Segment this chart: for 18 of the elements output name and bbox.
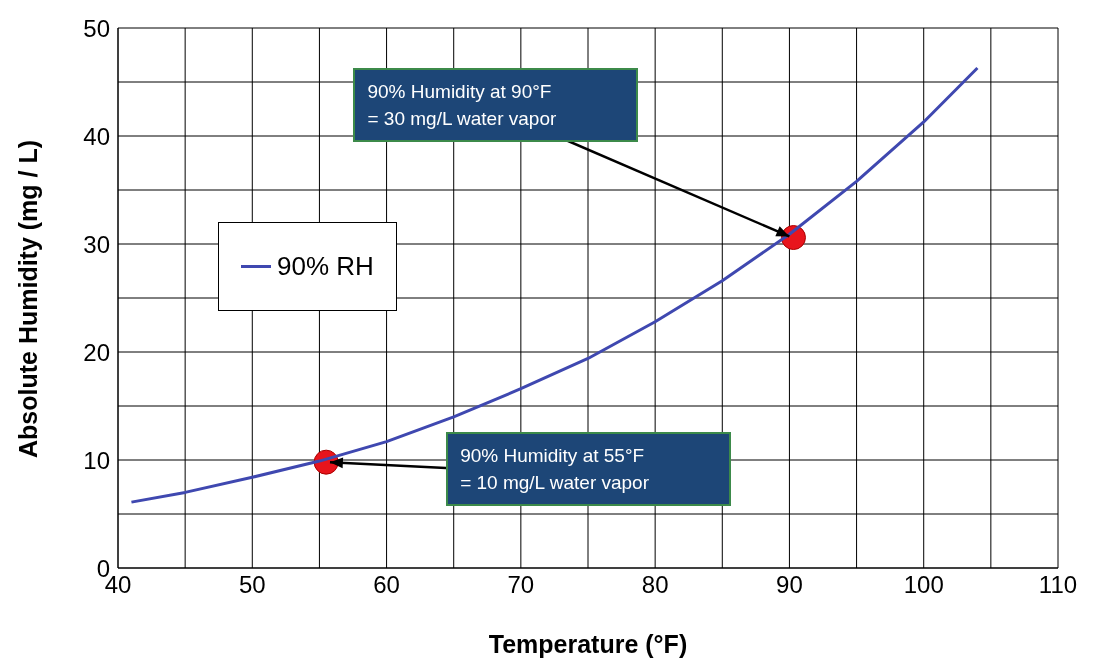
line-series [129, 66, 979, 504]
y-axis-title: Absolute Humidity (mg / L) [13, 139, 42, 458]
y-tick-label: 20 [83, 338, 110, 366]
x-tick-label: 50 [238, 571, 266, 599]
legend-label: 90% RH [277, 251, 374, 283]
x-tick-label: 60 [373, 571, 400, 599]
y-tick-label: 40 [83, 122, 110, 150]
x-tick-label: 100 [903, 571, 944, 599]
y-tick-label: 10 [83, 446, 110, 474]
y-tick-label: 50 [83, 14, 110, 42]
x-tick-label: 80 [641, 571, 669, 599]
y-tick-label: 30 [83, 230, 110, 258]
x-axis-title: Temperature (°F) [488, 630, 688, 658]
text-box: 90% Humidity at 90°F = 30 mg/L water vapor [353, 67, 639, 142]
x-tick-label: 110 [1038, 571, 1078, 599]
text-box: 90% Humidity at 55°F = 10 mg/L water vapor [446, 432, 732, 507]
x-tick-label: 70 [507, 571, 535, 599]
x-tick-label: 90 [776, 571, 803, 599]
